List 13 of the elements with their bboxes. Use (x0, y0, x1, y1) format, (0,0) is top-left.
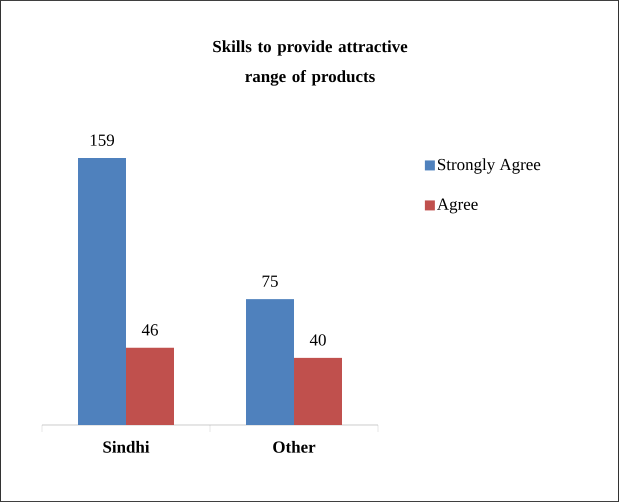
bar (78, 158, 126, 425)
chart-title: Skills to provide attractive range of products (213, 40, 408, 86)
bar (294, 358, 342, 425)
x-tick-label: Other (273, 440, 316, 453)
bar (246, 299, 294, 425)
legend-label: Agree (437, 198, 478, 214)
bar (126, 348, 174, 425)
data-label: 159 (90, 134, 114, 146)
data-label: 75 (262, 276, 278, 287)
data-label: 46 (142, 324, 158, 336)
data-label: 40 (310, 334, 326, 346)
x-tick-label: Sindhi (103, 440, 150, 453)
legend-label: Strongly Agree (438, 158, 540, 174)
